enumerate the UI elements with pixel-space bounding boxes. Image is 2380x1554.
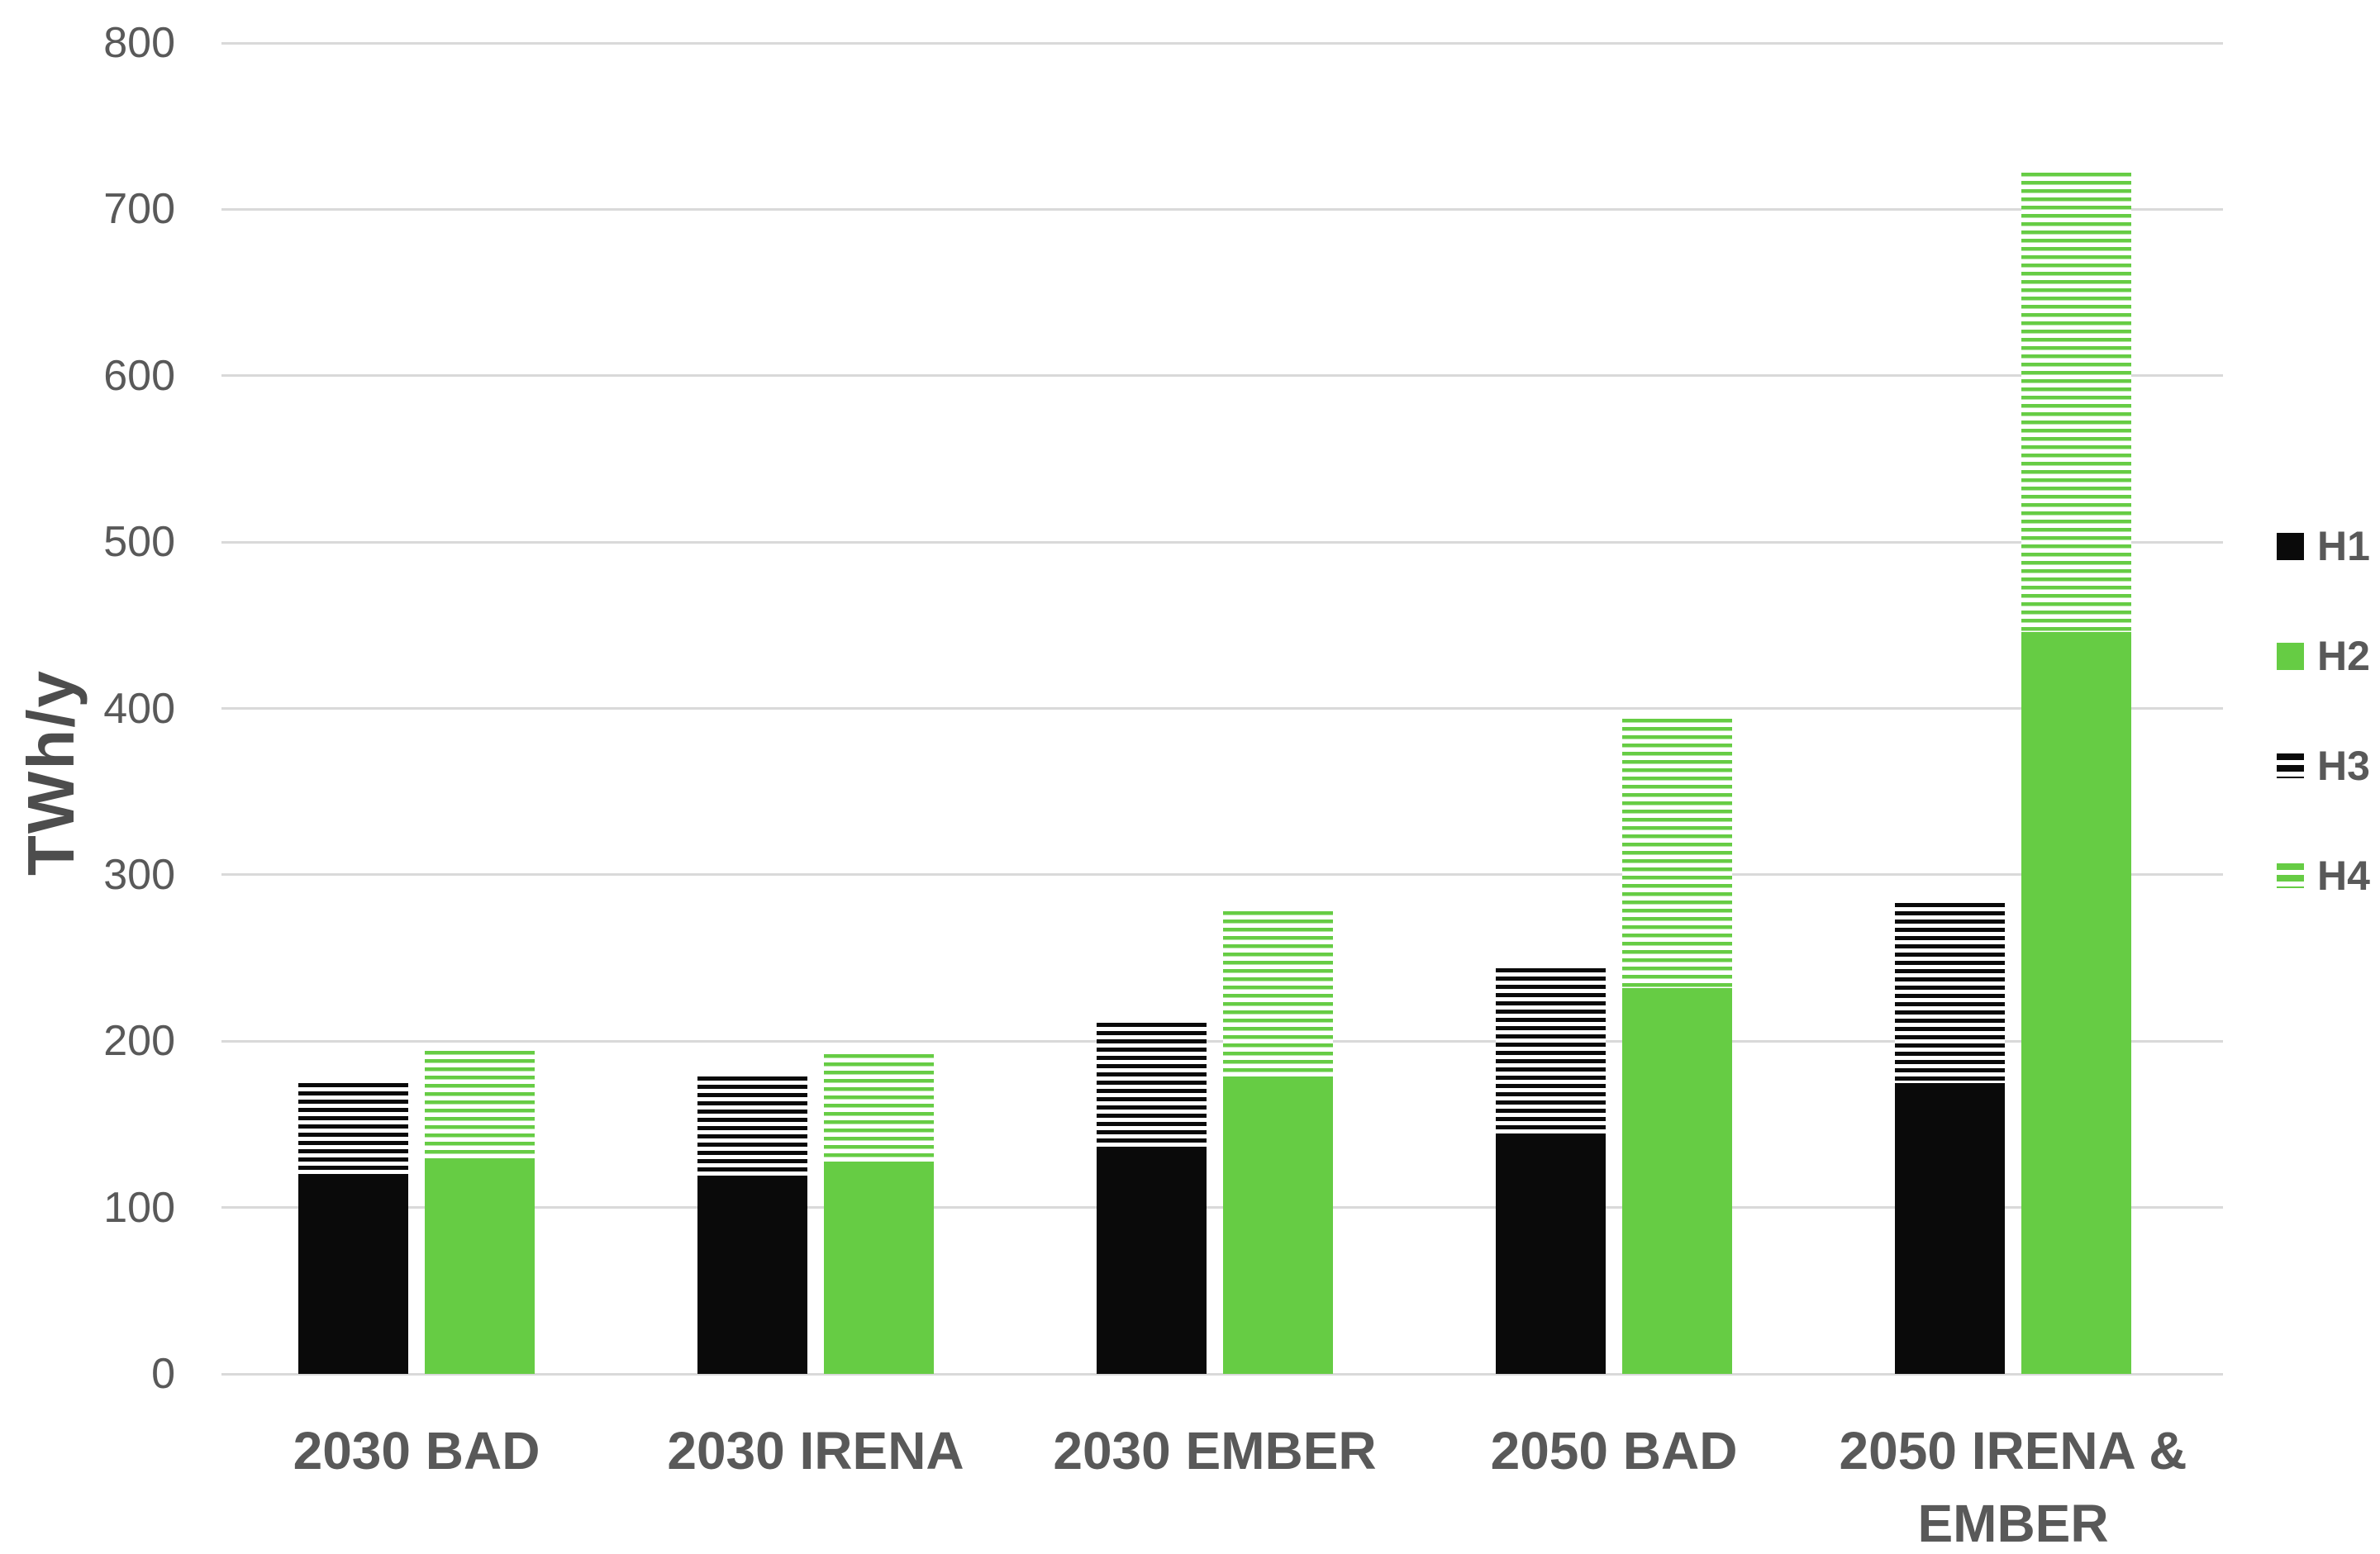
y-axis-tick-label: 0 [151, 1350, 175, 1398]
gridline [221, 41, 2223, 45]
legend-row-h4: H4 [2277, 855, 2370, 896]
bar-h1-segment [1496, 1134, 1606, 1374]
y-axis-tick-label: 700 [103, 185, 175, 234]
bar-h3-segment [1895, 903, 2005, 1083]
x-axis-category-label: 2030 BAD [293, 1421, 540, 1480]
y-axis-tick-label: 300 [103, 850, 175, 899]
legend-swatch-h4-striped-icon [2277, 863, 2304, 888]
x-axis-category-label: 2030 IRENA [667, 1421, 964, 1480]
x-axis-category-label: 2050 BAD [1490, 1421, 1738, 1480]
bar-h4-segment [425, 1051, 535, 1160]
legend-swatch-h3-striped-icon [2277, 753, 2304, 778]
y-axis-tick-label: 400 [103, 684, 175, 733]
gridline [221, 374, 2223, 378]
bar-h1-segment [1895, 1082, 2005, 1374]
legend-label: H2 [2317, 633, 2370, 679]
gridline [221, 707, 2223, 710]
y-axis-tick-label: 500 [103, 518, 175, 567]
gridline [221, 1372, 2223, 1376]
bar-h4-segment [1223, 911, 1333, 1078]
bar-h1-segment [298, 1177, 408, 1374]
legend-row-h1: H1 [2277, 525, 2370, 567]
bar-h2-segment [425, 1159, 535, 1374]
x-axis-category-label: 2050 IRENA & EMBER [1839, 1421, 2187, 1553]
legend-swatch-h2-solid-icon [2277, 642, 2304, 670]
bar-h3-segment [1097, 1023, 1207, 1152]
y-axis-tick-label: 600 [103, 351, 175, 400]
bar-h2-segment [2021, 631, 2131, 1374]
bar-h1-segment [1097, 1151, 1207, 1374]
gridline [221, 207, 2223, 211]
gridline [221, 540, 2223, 544]
bar-h4-segment [1622, 718, 1732, 988]
bar-h1-segment [697, 1177, 807, 1374]
legend-row-h2: H2 [2277, 635, 2370, 677]
y-axis-tick-label: 800 [103, 19, 175, 67]
legend-label: H4 [2317, 853, 2370, 899]
bar-h3-segment [1496, 967, 1606, 1135]
legend-swatch-h1-solid-icon [2277, 532, 2304, 560]
y-axis-tick-label: 100 [103, 1183, 175, 1232]
y-axis-tick-label: 200 [103, 1017, 175, 1066]
bar-h4-segment [824, 1054, 934, 1165]
legend-label: H1 [2317, 523, 2370, 569]
bar-h2-segment [1223, 1077, 1333, 1374]
x-axis-category-label: 2030 EMBER [1053, 1421, 1377, 1480]
gridline [221, 1206, 2223, 1209]
bar-h4-segment [2021, 173, 2131, 632]
bar-h3-segment [298, 1082, 408, 1178]
legend-label: H3 [2317, 743, 2370, 789]
bar-h2-segment [1622, 987, 1732, 1374]
gridline [221, 1039, 2223, 1043]
bar-h3-segment [697, 1076, 807, 1178]
gridline [221, 873, 2223, 877]
legend-row-h3: H3 [2277, 745, 2370, 787]
bar-h2-segment [824, 1164, 934, 1374]
